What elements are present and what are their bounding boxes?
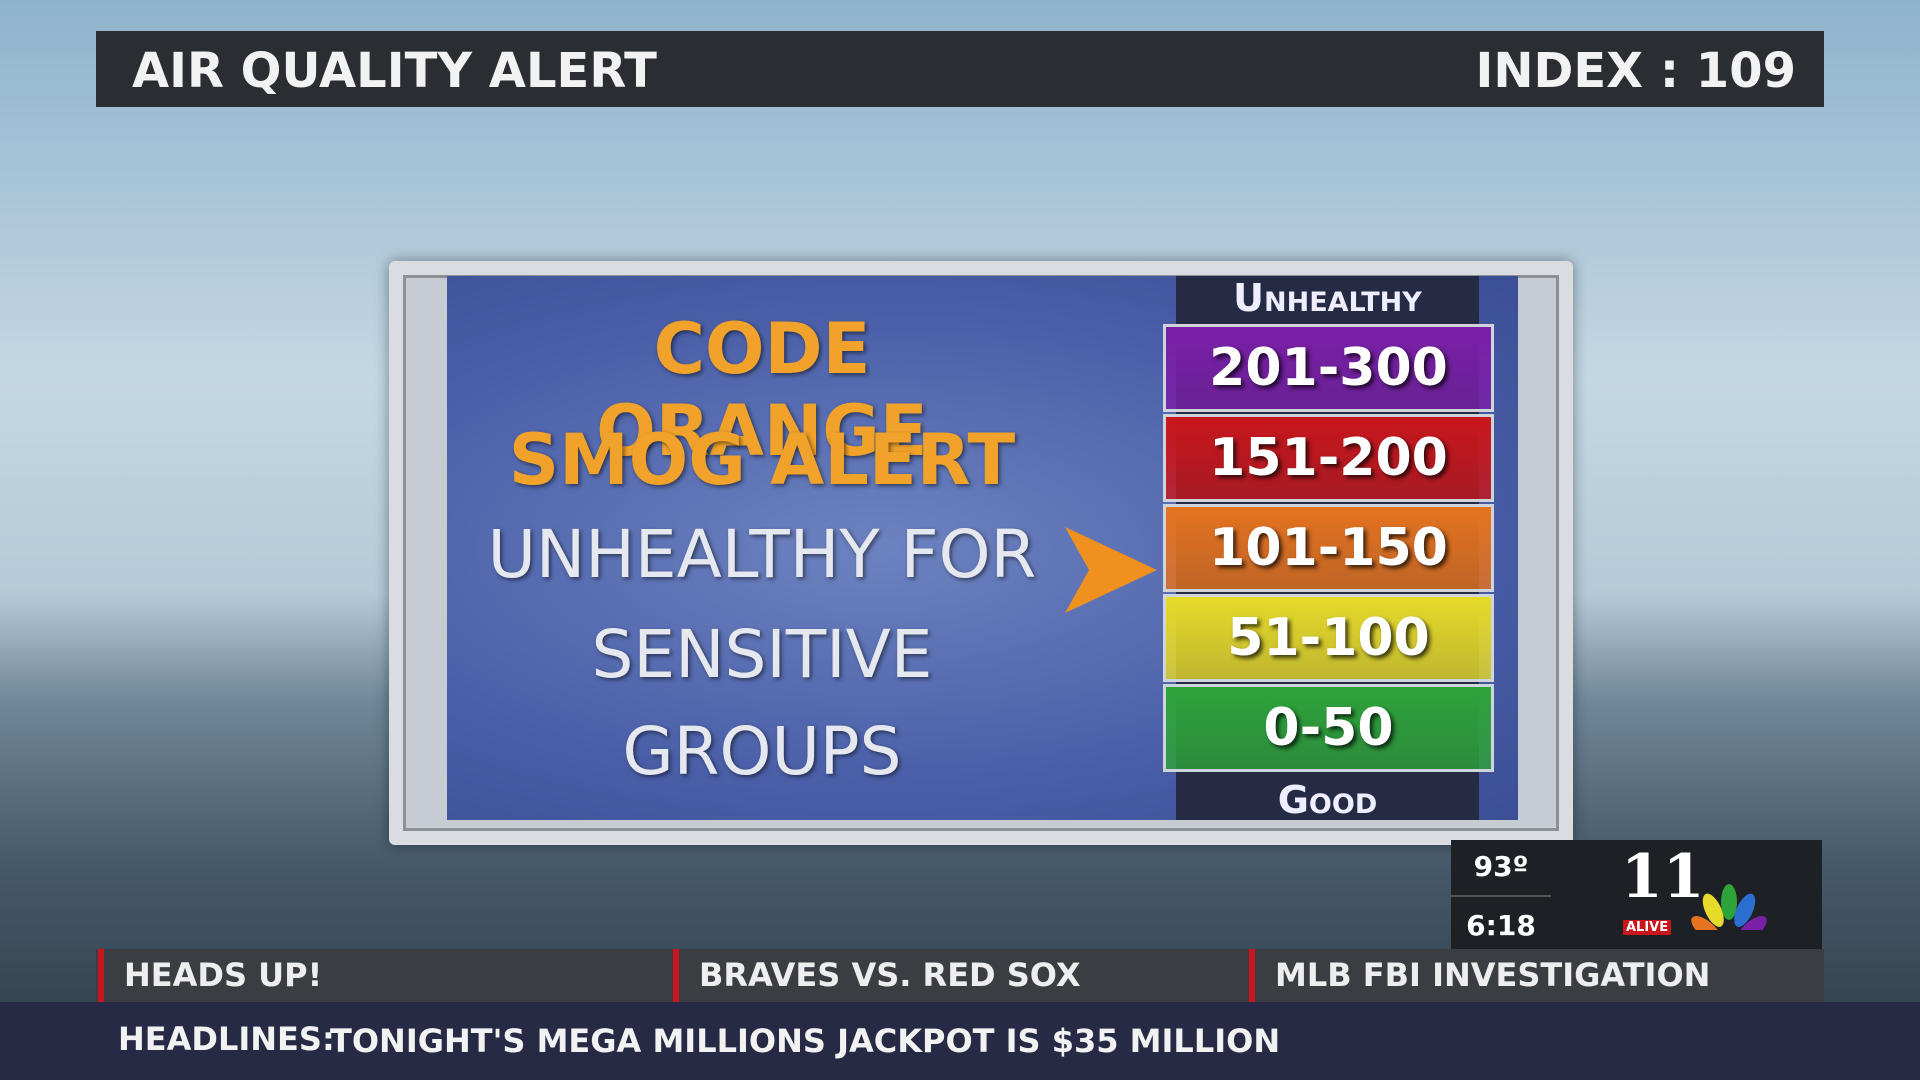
- scale-bottom-label: Good: [1277, 778, 1378, 822]
- temperature: 93º: [1473, 850, 1529, 883]
- scale-top-label: Unhealthy: [1233, 276, 1422, 320]
- header-title: AIR QUALITY ALERT: [132, 43, 657, 99]
- station-logo: 11 ALIVE: [1551, 840, 1822, 949]
- headline: SMOG ALERT: [508, 419, 1016, 501]
- weather-box: 93º 6:18: [1451, 840, 1551, 949]
- headline-bar: HEADLINES: TONIGHT'S MEGA MILLIONS JACKP…: [0, 1002, 1920, 1080]
- logo-number: 11: [1621, 842, 1705, 912]
- scale-level: 101-150: [1163, 504, 1494, 592]
- message: UNHEALTHY FOR: [487, 516, 1037, 593]
- ticker-item: HEADS UP!: [98, 949, 322, 1002]
- scale-level: 201-300: [1163, 324, 1494, 412]
- ticker-item: MLB FBI INVESTIGATION: [1249, 949, 1710, 1002]
- pointer-arrow: [1065, 527, 1157, 613]
- peacock-icon: [1691, 884, 1767, 930]
- header-bar: AIR QUALITY ALERT INDEX : 109: [96, 31, 1824, 107]
- headline-text: TONIGHT'S MEGA MILLIONS JACKPOT IS $35 M…: [330, 1022, 1281, 1060]
- message: SENSITIVE: [591, 616, 933, 693]
- message: GROUPS: [622, 713, 902, 790]
- scale-level: 151-200: [1163, 414, 1494, 502]
- scale-level: 51-100: [1163, 594, 1494, 682]
- ticker-item: BRAVES VS. RED SOX: [673, 949, 1081, 1002]
- index-label: INDEX : 109: [1475, 43, 1796, 99]
- headlines-label: HEADLINES:: [118, 1020, 335, 1058]
- logo-name: ALIVE: [1623, 920, 1672, 935]
- time: 6:18: [1451, 895, 1551, 942]
- scale-level: 0-50: [1163, 684, 1494, 772]
- ticker-bar: HEADS UP! BRAVES VS. RED SOX MLB FBI INV…: [96, 949, 1824, 1002]
- headline: CODE ORANGE: [596, 308, 928, 472]
